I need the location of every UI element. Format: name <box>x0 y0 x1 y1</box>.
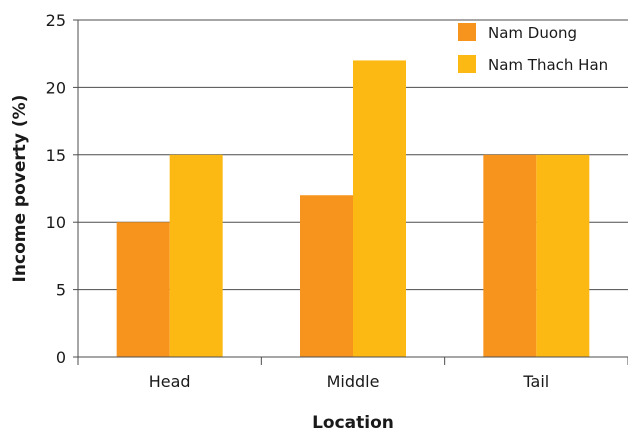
x-axis-title: Location <box>312 413 394 432</box>
bar-nam-duong-tail <box>483 154 537 357</box>
bar-nam-duong-middle <box>300 195 353 357</box>
y-tick-label: 10 <box>46 213 66 232</box>
legend: Nam Duong Nam Thach Han <box>458 23 608 74</box>
y-tick-label: 15 <box>46 146 66 165</box>
bar-nam-duong-head <box>116 222 170 357</box>
legend-swatch <box>458 55 476 73</box>
x-tick-label: Head <box>149 372 191 391</box>
legend-label: Nam Duong <box>488 24 577 42</box>
bar-nam-thach-han-middle <box>353 60 406 357</box>
legend-swatch <box>458 23 476 41</box>
x-tick-label: Tail <box>522 372 549 391</box>
x-tick-label: Middle <box>327 372 380 391</box>
y-tick-label: 20 <box>46 78 66 97</box>
bar-nam-thach-han-head <box>169 154 223 357</box>
bars <box>116 60 590 357</box>
bar-nam-thach-han-tail <box>536 154 590 357</box>
y-tick-label: 5 <box>56 281 66 300</box>
y-tick-label: 25 <box>46 11 66 30</box>
y-axis-title: Income poverty (%) <box>10 95 30 283</box>
y-tick-label: 0 <box>56 348 66 367</box>
y-tick-labels: 0 5 10 15 20 25 <box>46 11 66 367</box>
x-tick-labels: Head Middle Tail <box>149 372 550 391</box>
legend-label: Nam Thach Han <box>488 56 608 74</box>
axes <box>73 19 628 365</box>
